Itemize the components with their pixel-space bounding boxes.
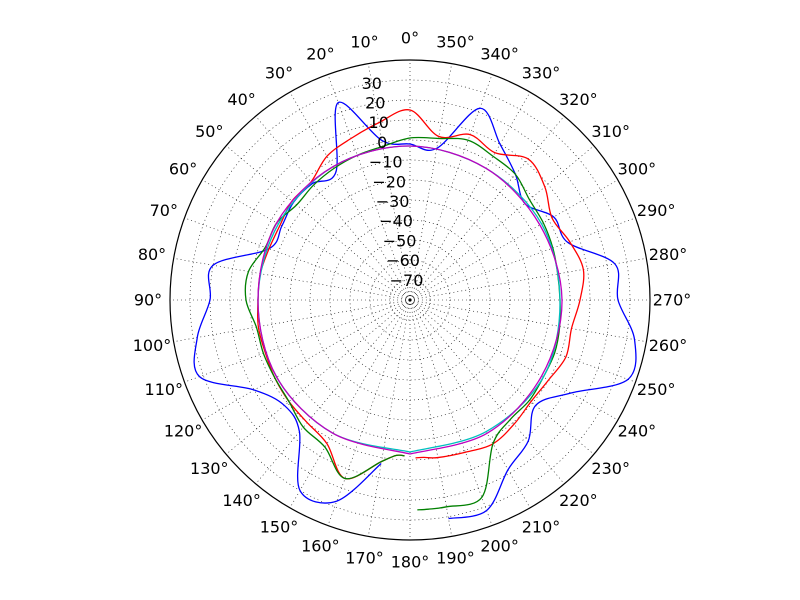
theta-tick-label: 220°	[559, 491, 598, 510]
series-line-5	[257, 145, 563, 455]
r-gridline	[249, 139, 571, 461]
r-gridline	[389, 279, 431, 321]
r-tick-label: −40	[379, 212, 413, 231]
theta-tick-label: 190°	[436, 549, 475, 568]
r-gridline	[189, 79, 631, 521]
theta-tick-label: 90°	[134, 291, 162, 310]
theta-gridline	[409, 63, 452, 301]
theta-tick-label: 160°	[301, 537, 340, 556]
origin-marker	[408, 298, 412, 302]
theta-tick-label: 180°	[391, 553, 430, 572]
polar-frame	[169, 59, 651, 541]
r-gridline	[269, 159, 551, 441]
theta-tick-label: 70°	[150, 201, 178, 220]
theta-tick-label: 40°	[227, 90, 255, 109]
theta-tick-label: 330°	[522, 64, 561, 83]
theta-tick-label: 230°	[591, 459, 630, 478]
theta-gridline	[409, 299, 531, 508]
theta-tick-label: 250°	[637, 380, 676, 399]
r-gridline	[329, 219, 491, 381]
r-tick-label: −50	[383, 231, 417, 250]
theta-tick-label: 60°	[169, 160, 197, 179]
theta-gridline	[173, 299, 411, 342]
theta-gridline	[327, 299, 411, 526]
theta-gridline	[409, 299, 636, 383]
theta-gridline	[368, 299, 411, 537]
r-tick-label: −20	[372, 172, 406, 191]
theta-gridline	[202, 179, 411, 301]
theta-tick-label: 130°	[190, 459, 229, 478]
theta-tick-label: 300°	[618, 160, 657, 179]
theta-tick-label: 260°	[649, 336, 688, 355]
theta-tick-label: 30°	[265, 64, 293, 83]
theta-gridline	[409, 145, 595, 301]
series-lines	[193, 101, 637, 520]
r-gridline	[309, 199, 511, 401]
r-tick-label: 10	[369, 113, 389, 132]
theta-tick-label: 80°	[138, 245, 166, 264]
theta-tick-label: 320°	[559, 90, 598, 109]
theta-gridline	[409, 74, 493, 301]
theta-gridline	[409, 299, 595, 455]
theta-gridline	[409, 299, 618, 421]
theta-tick-label: 340°	[480, 44, 519, 63]
theta-tick-label: 270°	[653, 291, 692, 310]
r-tick-label: −10	[369, 153, 403, 172]
theta-gridline	[409, 179, 618, 301]
r-tick-label: −30	[376, 192, 410, 211]
r-gridline	[229, 119, 591, 481]
theta-tick-label: 240°	[618, 422, 657, 441]
r-gridline	[349, 239, 471, 361]
theta-gridline	[409, 299, 493, 526]
theta-tick-label: 10°	[350, 33, 378, 52]
theta-tick-label: 290°	[637, 201, 676, 220]
r-tick-label: 30	[362, 74, 382, 93]
theta-tick-label: 140°	[222, 491, 261, 510]
theta-gridline	[289, 299, 411, 508]
theta-gridline	[409, 299, 452, 537]
theta-gridline	[409, 115, 565, 301]
series-line-2	[256, 109, 585, 480]
tick-labels: 0° 10° 20° 30° 40°50° 60° 70° 80° 90° 100° 110° 120…	[133, 29, 692, 572]
theta-tick-label: 0°	[401, 29, 419, 48]
theta-tick-label: 210°	[522, 517, 561, 536]
series-line-1	[193, 101, 637, 520]
theta-tick-label: 350°	[436, 33, 475, 52]
series-line-3	[244, 136, 561, 511]
theta-tick-label: 110°	[145, 380, 184, 399]
theta-tick-label: 280°	[649, 245, 688, 264]
theta-gridline	[225, 299, 411, 455]
theta-gridline	[184, 217, 411, 301]
theta-tick-label: 50°	[195, 122, 223, 141]
theta-gridline	[409, 217, 636, 301]
theta-tick-label: 170°	[345, 549, 384, 568]
r-gridline	[369, 259, 451, 341]
theta-gridline	[202, 299, 411, 421]
r-tick-label: −70	[390, 271, 424, 290]
theta-tick-label: 120°	[164, 422, 203, 441]
theta-tick-label: 20°	[306, 44, 334, 63]
theta-gridline	[368, 63, 411, 301]
r-tick-label: 20	[365, 94, 385, 113]
theta-gridline	[184, 299, 411, 383]
theta-gridline	[289, 92, 411, 301]
theta-tick-label: 200°	[480, 537, 519, 556]
theta-tick-label: 310°	[591, 122, 630, 141]
theta-tick-label: 100°	[133, 336, 172, 355]
r-gridline	[289, 179, 531, 421]
theta-tick-label: 150°	[260, 517, 299, 536]
r-tick-label: −60	[386, 251, 420, 270]
polar-grid	[170, 60, 650, 540]
polar-outer-circle	[169, 59, 651, 541]
r-tick-label: 0	[377, 133, 387, 152]
